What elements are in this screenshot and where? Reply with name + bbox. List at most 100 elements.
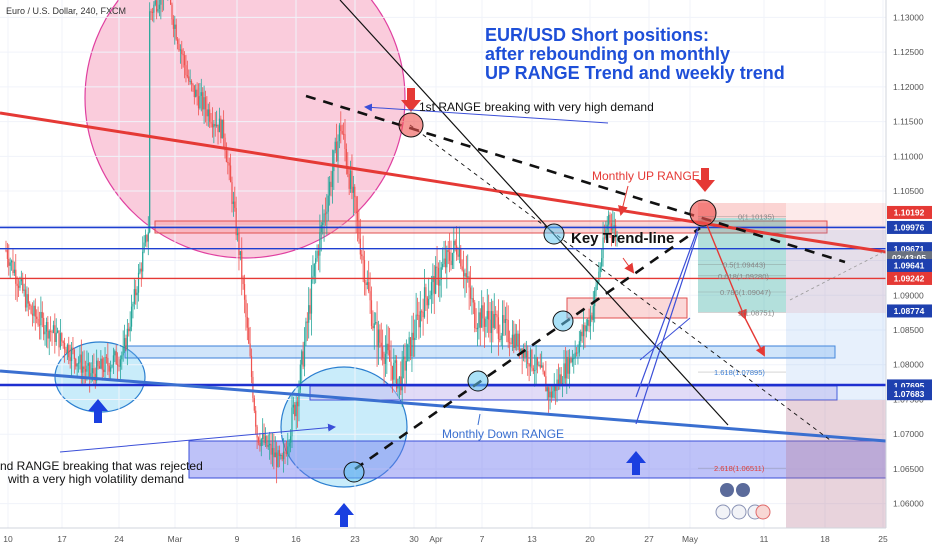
candle-body: [41, 311, 43, 318]
candle-body: [380, 342, 382, 347]
candle-body: [359, 238, 361, 255]
candle-body: [429, 295, 431, 300]
candle-body: [476, 327, 479, 330]
headline-line-2: after rebounding on monthly: [485, 44, 730, 64]
price-badge-label: 1.07683: [894, 389, 925, 399]
price-tick: 1.08000: [893, 360, 924, 370]
candle-body: [552, 391, 554, 398]
candle-body: [189, 81, 191, 83]
candle-body: [571, 358, 573, 363]
candle-body: [23, 289, 25, 291]
candle-body: [105, 357, 108, 359]
price-badge[interactable]: 1.09641: [887, 259, 932, 273]
fib-level-label: 0.618(1.09280): [718, 272, 769, 281]
candle-body: [91, 368, 94, 374]
projection-arrow-1: [706, 224, 747, 320]
candle-body: [361, 254, 363, 257]
time-axis[interactable]: 10 17 24 Mar 9 16 23 30 Apr 7 13 20 27 May 11 18 25: [0, 527, 932, 550]
candle-body: [608, 214, 610, 225]
candle-body: [342, 133, 345, 135]
candle-body: [22, 278, 24, 291]
candle-body: [348, 173, 350, 189]
candle-body: [518, 333, 520, 352]
candle-body: [136, 292, 138, 296]
candle-body: [281, 455, 283, 460]
price-badge-label: 1.09641: [894, 261, 925, 271]
candle-body: [171, 4, 173, 20]
candle-body: [393, 362, 395, 380]
candle-body: [255, 410, 257, 427]
candle-body: [225, 150, 228, 162]
candle-body: [101, 358, 103, 370]
candle-body: [183, 55, 186, 66]
candle-body: [444, 258, 447, 268]
buy-arrow-1-icon: [88, 399, 108, 423]
candle-body: [221, 119, 223, 139]
candle-body: [89, 363, 91, 377]
candle-body: [412, 332, 414, 341]
candle-body: [231, 182, 233, 204]
time-tick: 17: [57, 534, 67, 544]
candle-body: [58, 330, 60, 348]
candle-body: [379, 329, 381, 343]
candle-body: [55, 332, 57, 342]
candle-body: [416, 314, 419, 316]
candle-body: [349, 170, 352, 189]
candle-body: [472, 298, 474, 303]
candle-body: [582, 325, 585, 337]
headline-line-1: EUR/USD Short positions:: [485, 25, 709, 45]
candle-body: [375, 322, 377, 324]
candle-body: [144, 235, 147, 243]
price-badge[interactable]: 1.10192: [887, 205, 932, 219]
fib-level-label: 1.618(1.07895): [714, 368, 765, 377]
candle-body: [525, 351, 527, 358]
candle-body: [158, 4, 161, 9]
candle-body: [373, 323, 375, 329]
candle-body: [17, 285, 20, 288]
time-tick: 23: [350, 534, 360, 544]
candle-body: [482, 305, 484, 319]
candle-body: [465, 273, 467, 278]
price-badge[interactable]: 1.08774: [887, 304, 932, 318]
candle-body: [269, 443, 271, 446]
candle-body: [560, 374, 562, 384]
candle-body: [596, 281, 599, 286]
price-badge[interactable]: 1.09242: [887, 271, 932, 285]
candle-body: [581, 331, 583, 337]
candle-body: [499, 339, 501, 341]
candle-body: [570, 357, 572, 363]
candle-body: [218, 118, 221, 133]
first-range-break-label: 1st RANGE breaking with very high demand: [419, 100, 654, 114]
time-tick: 13: [527, 534, 537, 544]
candle-body: [492, 311, 494, 328]
candle-body: [114, 351, 116, 356]
candle-body: [135, 289, 137, 296]
candle-body: [295, 401, 297, 417]
key-trend-line: [339, 0, 729, 426]
candle-body: [93, 368, 95, 374]
candle-body: [430, 282, 433, 296]
candle-body: [500, 335, 502, 340]
candle-body: [287, 446, 289, 454]
candle-body: [372, 326, 374, 329]
candle-body: [29, 303, 31, 306]
candle-body: [206, 109, 208, 117]
projection-area: [786, 230, 886, 528]
price-badge[interactable]: 1.07683: [887, 387, 932, 401]
candle-body: [80, 354, 82, 373]
price-badge[interactable]: 1.09976: [887, 220, 932, 234]
candle-body: [305, 321, 307, 342]
candle-body: [8, 258, 10, 266]
candle-body: [592, 306, 594, 321]
candle-body: [248, 327, 250, 344]
candle-body: [546, 387, 548, 392]
candle-body: [566, 356, 568, 379]
candle-body: [54, 325, 56, 342]
candle-body: [446, 250, 448, 268]
candle-body: [195, 89, 197, 97]
price-badge-bg: [887, 220, 932, 234]
price-badge-label: 1.09242: [894, 274, 925, 284]
candle-body: [241, 251, 243, 279]
